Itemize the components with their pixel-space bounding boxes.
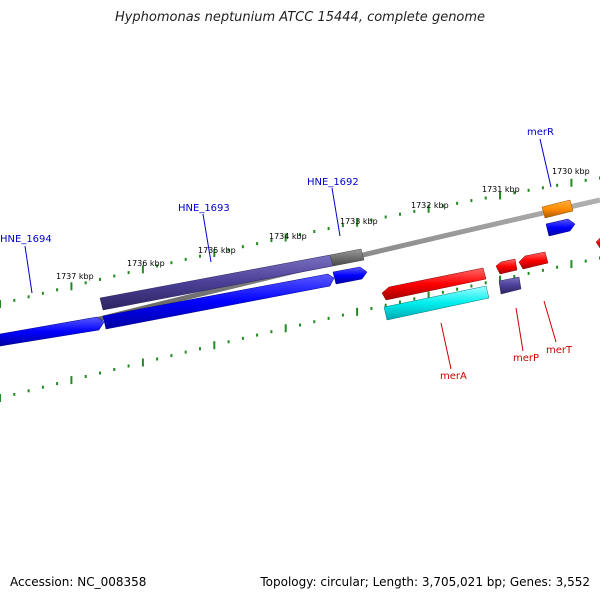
gene-labels: HNE_1694 HNE_1693 HNE_1692 merR merA mer… (0, 127, 573, 382)
ruler-label: 1734 kbp (269, 232, 307, 241)
ruler-label: 1730 kbp (552, 167, 590, 176)
cds-feature-hne1693[interactable] (102, 273, 335, 330)
leader-line-hne1694 (24, 245, 33, 294)
forward-strand-features (0, 199, 576, 347)
cds-feature-merA[interactable] (381, 267, 487, 301)
ruler-label: 1731 kbp (482, 185, 520, 194)
cds-feature-merP[interactable] (495, 258, 518, 275)
accession-text: Accession: NC_008358 (10, 575, 147, 589)
leader-line-hne1693 (202, 213, 212, 263)
leader-line-hne1692 (331, 187, 341, 237)
gene-label-merA[interactable]: merA (440, 371, 467, 382)
leader-line-merT (543, 300, 557, 343)
cds-feature-hne1694[interactable] (0, 316, 105, 347)
ruler-labels: 1737 kbp 1736 kbp 1735 kbp 1734 kbp 1733… (56, 167, 590, 281)
leader-line-merA (440, 322, 452, 370)
ruler-label: 1735 kbp (198, 246, 236, 255)
ruler-label: 1736 kbp (127, 259, 165, 268)
outer-tick-track (0, 176, 600, 308)
gene-feature-hne1692-gene[interactable] (329, 248, 365, 267)
gene-label-merT[interactable]: merT (546, 345, 573, 356)
gene-feature-merR[interactable] (541, 199, 574, 219)
gene-label-merR[interactable]: merR (527, 127, 554, 138)
gene-label-merP[interactable]: merP (513, 353, 539, 364)
cds-feature-partial-right[interactable] (595, 237, 600, 249)
gene-feature-merP[interactable] (498, 276, 522, 295)
ruler-label: 1737 kbp (56, 272, 94, 281)
genome-summary-text: Topology: circular; Length: 3,705,021 bp… (260, 575, 590, 589)
leader-line-merP (515, 307, 524, 352)
cds-feature-hne1692[interactable] (332, 266, 368, 285)
ruler-label: 1733 kbp (340, 217, 378, 226)
label-leaders (24, 138, 557, 370)
ruler-label: 1732 kbp (411, 201, 449, 210)
gene-label-hne1694[interactable]: HNE_1694 (0, 234, 52, 245)
cds-feature-merT[interactable] (518, 251, 549, 270)
gene-feature-merA[interactable] (383, 285, 490, 321)
gene-label-hne1693[interactable]: HNE_1693 (178, 203, 230, 214)
leader-line-merR (539, 138, 552, 188)
reverse-strand-features (381, 237, 600, 321)
map-title: Hyphomonas neptunium ATCC 15444, complet… (114, 10, 486, 25)
cds-feature-merR[interactable] (545, 218, 576, 237)
gene-label-hne1692[interactable]: HNE_1692 (307, 177, 359, 188)
